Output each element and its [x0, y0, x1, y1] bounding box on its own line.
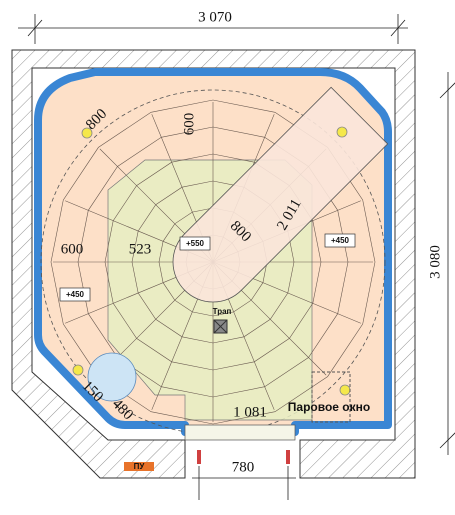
wall — [11, 49, 416, 479]
corner-circle — [87, 352, 137, 402]
dimension-label: 3 070 — [198, 9, 232, 25]
level-label: +450 — [66, 290, 85, 299]
dimension-label: 3 080 — [427, 245, 443, 279]
drain — [213, 319, 228, 334]
steam-window-box — [311, 371, 351, 423]
dashed-circle — [40, 89, 386, 435]
door-jamb — [286, 450, 290, 464]
label: 1 081 — [233, 404, 267, 420]
bench — [172, 86, 389, 303]
level-label: +550 — [186, 239, 205, 248]
right-dimension: 3 080 — [427, 72, 455, 455]
steam-window-label: Паровое окно — [288, 400, 370, 414]
label: 600 — [181, 113, 197, 136]
label: 600 — [61, 241, 84, 257]
label: 523 — [129, 241, 152, 257]
control-panel — [124, 462, 154, 471]
radial-web — [50, 99, 376, 425]
door-step — [184, 424, 296, 441]
drain-label: Трап — [213, 307, 232, 316]
web-ring — [50, 99, 376, 425]
dimension-label: 780 — [232, 459, 255, 475]
level-label: +450 — [331, 236, 350, 245]
door-jamb — [197, 450, 201, 464]
panel-label: ПУ — [134, 462, 146, 471]
lamps — [72, 126, 351, 396]
top-dimension: 3 070 — [18, 9, 408, 44]
